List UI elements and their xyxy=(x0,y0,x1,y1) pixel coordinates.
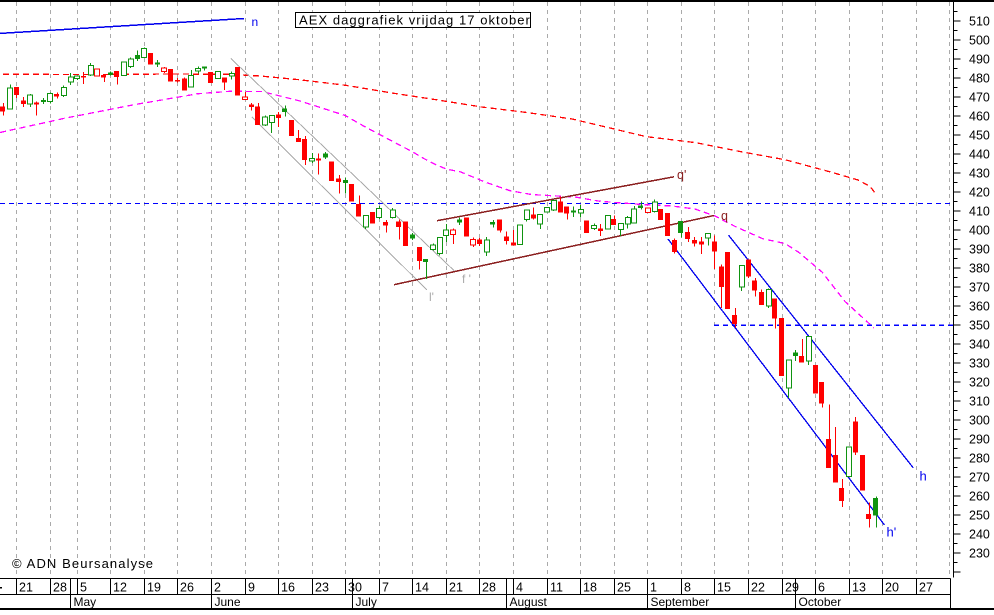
svg-text:440: 440 xyxy=(969,148,990,162)
svg-text:410: 410 xyxy=(969,205,990,219)
svg-text:h': h' xyxy=(887,525,897,540)
svg-text:27: 27 xyxy=(919,581,933,595)
svg-text:16: 16 xyxy=(281,581,295,595)
svg-text:9: 9 xyxy=(248,581,255,595)
svg-text:480: 480 xyxy=(969,72,990,86)
svg-text:470: 470 xyxy=(969,91,990,105)
svg-text:15: 15 xyxy=(717,581,731,595)
svg-text:280: 280 xyxy=(969,452,990,466)
svg-text:21: 21 xyxy=(19,581,33,595)
svg-text:22: 22 xyxy=(751,581,765,595)
svg-text:29: 29 xyxy=(785,581,799,595)
svg-text:28: 28 xyxy=(482,581,496,595)
svg-text:l': l' xyxy=(429,290,434,304)
svg-text:© ADN Beursanalyse: © ADN Beursanalyse xyxy=(12,556,154,571)
svg-text:500: 500 xyxy=(969,34,990,48)
svg-text:240: 240 xyxy=(969,528,990,542)
svg-text:1: 1 xyxy=(650,581,657,595)
svg-text:6: 6 xyxy=(818,581,825,595)
svg-text:11: 11 xyxy=(550,581,563,595)
svg-text:7: 7 xyxy=(382,581,389,595)
svg-text:330: 330 xyxy=(969,357,990,371)
svg-text:f ': f ' xyxy=(462,272,471,286)
svg-text:AEX daggrafiek vrijdag 17 okto: AEX daggrafiek vrijdag 17 oktober xyxy=(299,13,531,28)
svg-text:320: 320 xyxy=(969,376,990,390)
svg-text:450: 450 xyxy=(969,129,990,143)
svg-text:420: 420 xyxy=(969,186,990,200)
svg-text:8: 8 xyxy=(684,581,691,595)
svg-text:30: 30 xyxy=(348,581,362,595)
svg-text:5: 5 xyxy=(80,581,87,595)
svg-text:300: 300 xyxy=(969,414,990,428)
svg-text:380: 380 xyxy=(969,262,990,276)
svg-text:370: 370 xyxy=(969,281,990,295)
svg-text:460: 460 xyxy=(969,110,990,124)
svg-text:h: h xyxy=(920,469,927,484)
svg-text:25: 25 xyxy=(617,581,631,595)
svg-text:21: 21 xyxy=(449,581,463,595)
svg-text:310: 310 xyxy=(969,395,990,409)
svg-text:June: June xyxy=(215,595,241,609)
svg-text:490: 490 xyxy=(969,53,990,67)
svg-text:20: 20 xyxy=(885,581,899,595)
svg-text:19: 19 xyxy=(147,581,161,595)
svg-text:270: 270 xyxy=(969,471,990,485)
svg-text:13: 13 xyxy=(852,581,866,595)
svg-text:q: q xyxy=(721,209,728,223)
svg-text:October: October xyxy=(799,595,842,609)
svg-text:September: September xyxy=(651,595,710,609)
svg-text:14: 14 xyxy=(415,581,429,595)
svg-text:18: 18 xyxy=(583,581,597,595)
svg-text:260: 260 xyxy=(969,490,990,504)
svg-text:12: 12 xyxy=(113,581,127,595)
svg-text:2: 2 xyxy=(214,581,221,595)
svg-text:340: 340 xyxy=(969,338,990,352)
svg-text:390: 390 xyxy=(969,243,990,257)
svg-text:28: 28 xyxy=(53,581,67,595)
svg-text:350: 350 xyxy=(969,319,990,333)
svg-text:430: 430 xyxy=(969,167,990,181)
svg-text:510: 510 xyxy=(969,15,990,29)
svg-text:q': q' xyxy=(677,168,686,182)
svg-text:4: 4 xyxy=(516,581,523,595)
svg-text:July: July xyxy=(356,595,377,609)
svg-text:230: 230 xyxy=(969,547,990,561)
svg-text:290: 290 xyxy=(969,433,990,447)
svg-text:August: August xyxy=(510,595,548,609)
svg-text:360: 360 xyxy=(969,300,990,314)
svg-text:400: 400 xyxy=(969,224,990,238)
svg-text:250: 250 xyxy=(969,509,990,523)
svg-text:23: 23 xyxy=(315,581,329,595)
svg-text:n: n xyxy=(252,15,259,29)
svg-text:26: 26 xyxy=(180,581,194,595)
svg-text:May: May xyxy=(74,595,97,609)
